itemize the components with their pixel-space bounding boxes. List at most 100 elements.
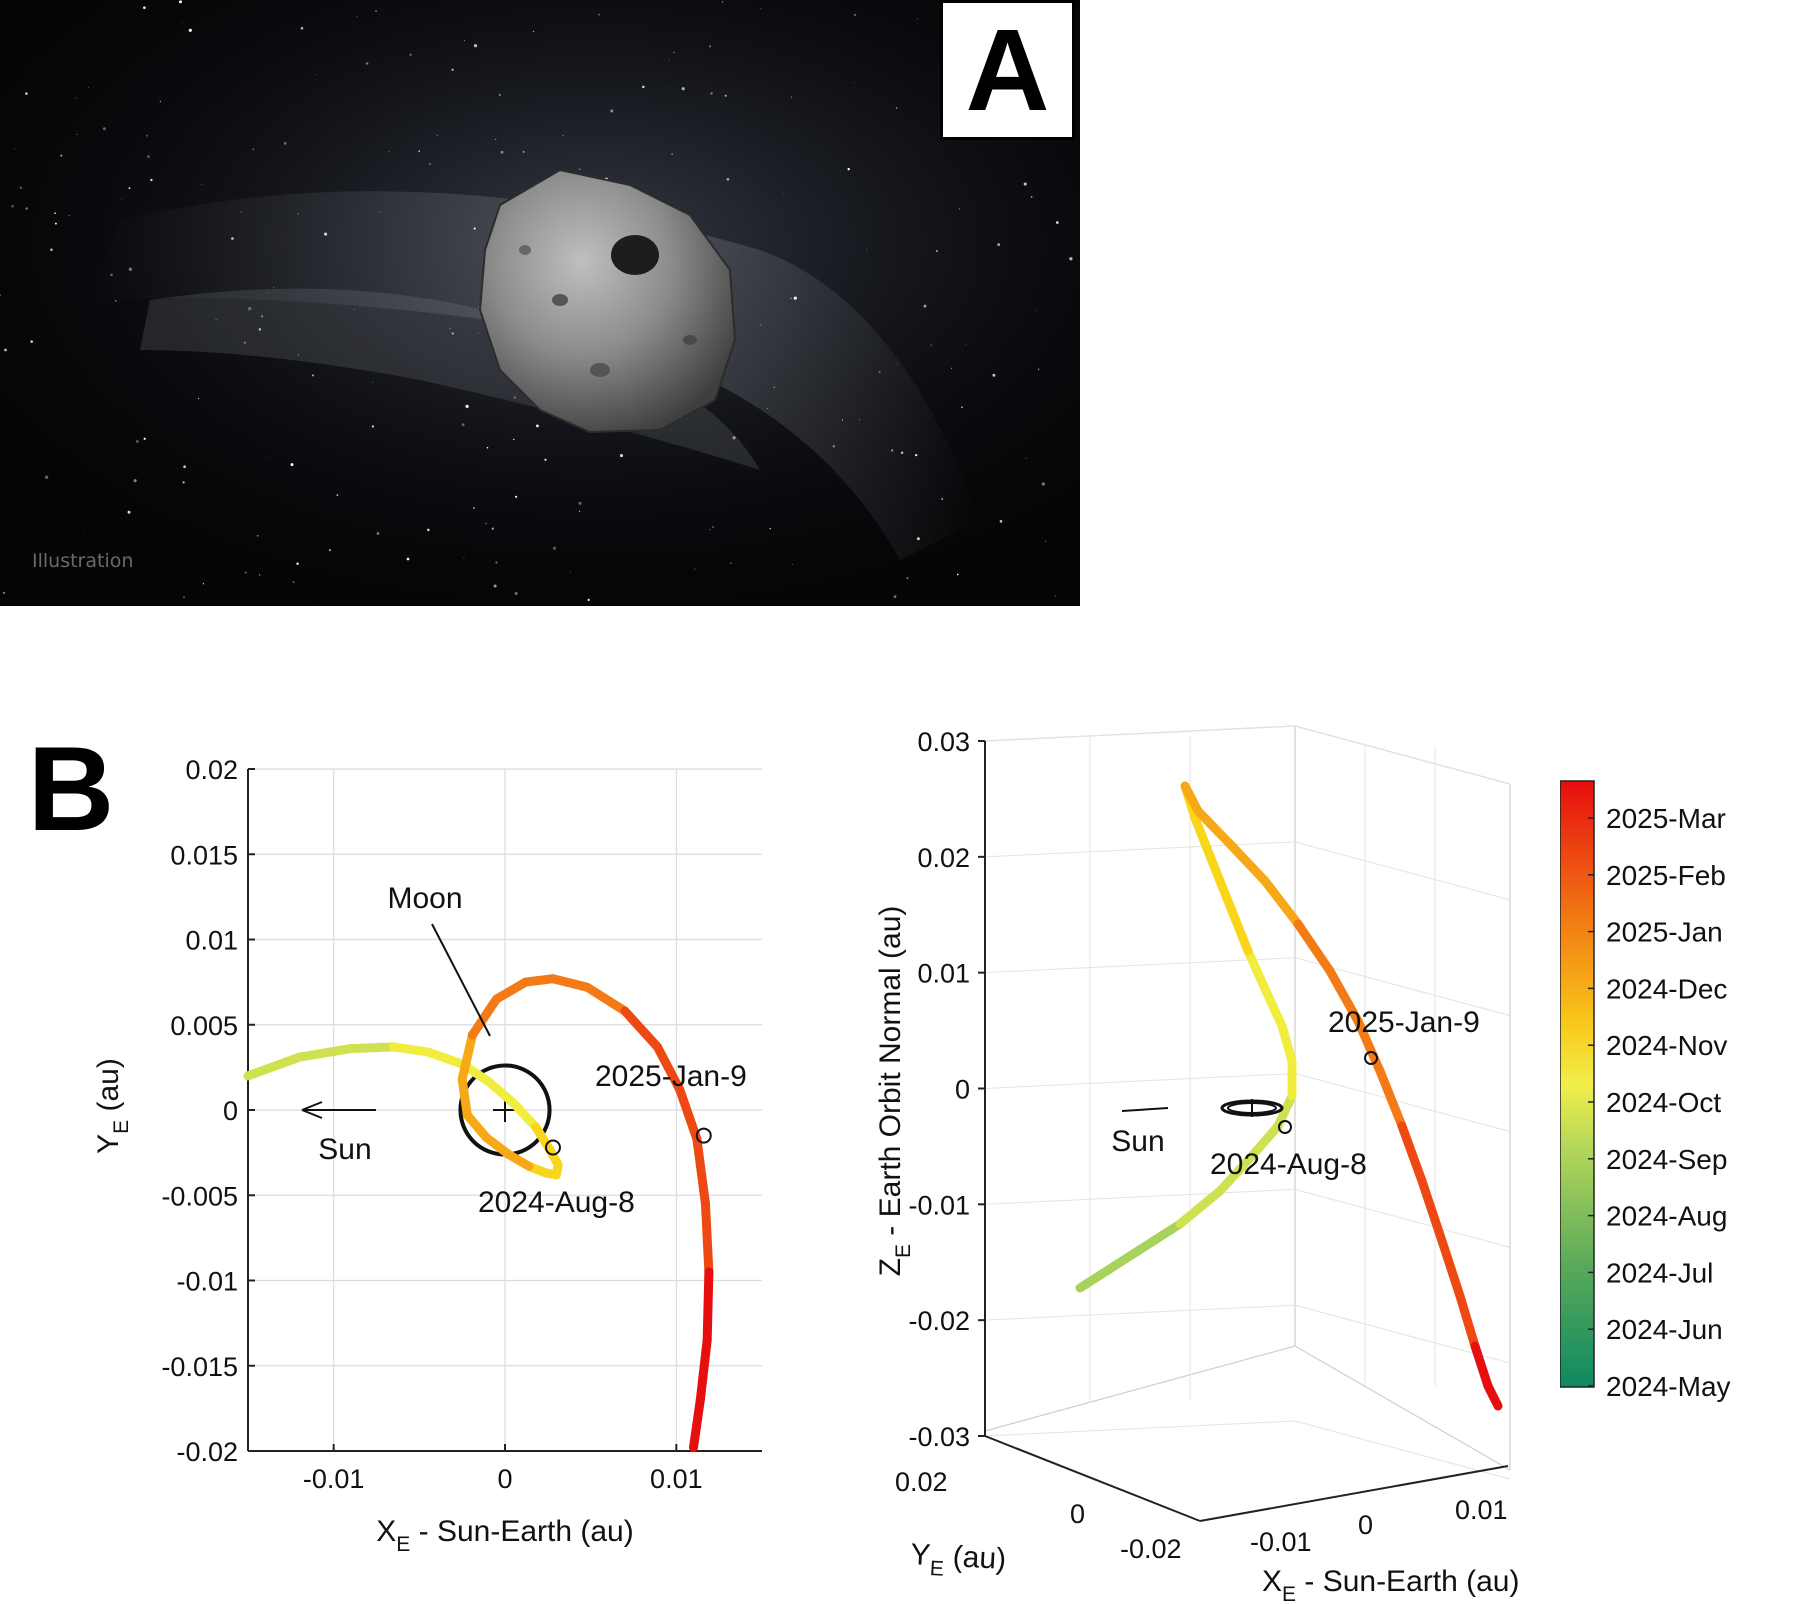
- trajectory-segment: [1207, 856, 1235, 911]
- star: [500, 150, 504, 154]
- star: [258, 328, 262, 331]
- star: [261, 315, 264, 318]
- star: [961, 406, 963, 409]
- trajectory-segment: [1277, 1021, 1297, 1066]
- star: [878, 371, 881, 374]
- star: [1041, 482, 1045, 486]
- star: [283, 142, 287, 145]
- star: [694, 568, 696, 570]
- y-tick-label: -0.01: [176, 1267, 238, 1297]
- xtick-0: -0.01: [1250, 1527, 1312, 1557]
- earth-moon-system: [1220, 1099, 1284, 1117]
- star: [68, 214, 70, 217]
- aug8-marker-3d: [1278, 1120, 1292, 1134]
- star: [773, 386, 775, 388]
- x-axis-label-3d: XE - Sun-Earth (au): [1262, 1565, 1519, 1604]
- star: [273, 286, 275, 288]
- y-tick-label: 0.01: [185, 926, 238, 956]
- star: [461, 423, 465, 427]
- star: [579, 168, 581, 170]
- star: [25, 207, 28, 210]
- z-gridline: [984, 957, 1296, 974]
- star: [478, 306, 480, 308]
- star: [11, 204, 14, 208]
- star: [515, 495, 518, 498]
- star: [54, 222, 57, 225]
- star: [859, 419, 861, 421]
- trajectory-segment: [346, 1042, 399, 1054]
- star: [552, 546, 557, 550]
- z-gridline: [984, 841, 1296, 858]
- star: [19, 186, 22, 189]
- trajectory-segment: [1273, 1091, 1297, 1131]
- star: [54, 212, 56, 214]
- star: [896, 363, 898, 365]
- star: [923, 304, 927, 308]
- x-tick-label: 0: [497, 1464, 512, 1494]
- star: [760, 8, 762, 10]
- trajectory-segment: [389, 1042, 433, 1057]
- star: [298, 354, 299, 356]
- sun-direction: [1121, 1107, 1169, 1112]
- star: [14, 148, 15, 150]
- star: [710, 92, 713, 95]
- star: [866, 249, 868, 251]
- trajectory-segment: [1175, 1186, 1225, 1229]
- star: [1037, 368, 1040, 370]
- trajectory-segment: [294, 1044, 356, 1062]
- star: [248, 307, 252, 311]
- colorbar-label: 2024-May: [1606, 1371, 1731, 1402]
- star: [256, 534, 259, 537]
- star: [769, 527, 772, 530]
- star: [44, 475, 49, 479]
- star: [841, 419, 844, 421]
- star: [353, 308, 355, 310]
- star: [709, 45, 711, 48]
- panel-a-letter: A: [965, 5, 1050, 135]
- y-axis-label-text: (au): [92, 1058, 125, 1120]
- trajectory-segment: [702, 1267, 714, 1345]
- star: [197, 397, 200, 400]
- star: [578, 510, 581, 512]
- star: [76, 133, 78, 135]
- star: [642, 85, 645, 89]
- trajectory-segment: [620, 1006, 662, 1052]
- star: [513, 438, 515, 441]
- colorbar-label: 2024-Nov: [1606, 1030, 1727, 1061]
- star: [619, 454, 624, 458]
- star: [732, 436, 736, 440]
- star: [215, 319, 217, 321]
- star: [1044, 540, 1047, 543]
- star: [493, 584, 497, 588]
- star: [1054, 595, 1056, 597]
- x-tick-label: -0.01: [303, 1464, 365, 1494]
- star: [473, 227, 476, 230]
- star: [150, 178, 153, 182]
- star: [915, 454, 918, 457]
- trajectory-segment: [675, 1085, 702, 1144]
- trajectory-segment: [457, 1074, 472, 1120]
- star: [183, 465, 186, 469]
- z-tick-label: 0.01: [917, 959, 970, 989]
- star: [409, 53, 412, 56]
- bottom-tick-labels: 0.02 0 -0.02 -0.01 0 0.01: [895, 1467, 1508, 1564]
- trajectory-segment: [1375, 1066, 1407, 1131]
- z-gridline: [984, 1420, 1296, 1437]
- y-tick-label: -0.015: [161, 1352, 238, 1382]
- z-gridline-side: [1294, 841, 1511, 901]
- z-tick-label: -0.03: [908, 1422, 970, 1452]
- star: [906, 577, 909, 579]
- star: [365, 62, 369, 65]
- date-marker: [544, 1139, 561, 1156]
- star: [1023, 182, 1027, 186]
- star: [930, 344, 933, 346]
- star: [1069, 257, 1073, 261]
- star: [243, 341, 246, 344]
- star: [449, 327, 451, 329]
- star: [328, 548, 332, 552]
- trajectory-segment: [1125, 1219, 1185, 1261]
- jan9-marker-3d: [1364, 1051, 1378, 1065]
- colorbar-label: 2024-Jul: [1606, 1257, 1713, 1288]
- z-tick-label: -0.02: [908, 1306, 970, 1336]
- star: [473, 44, 478, 48]
